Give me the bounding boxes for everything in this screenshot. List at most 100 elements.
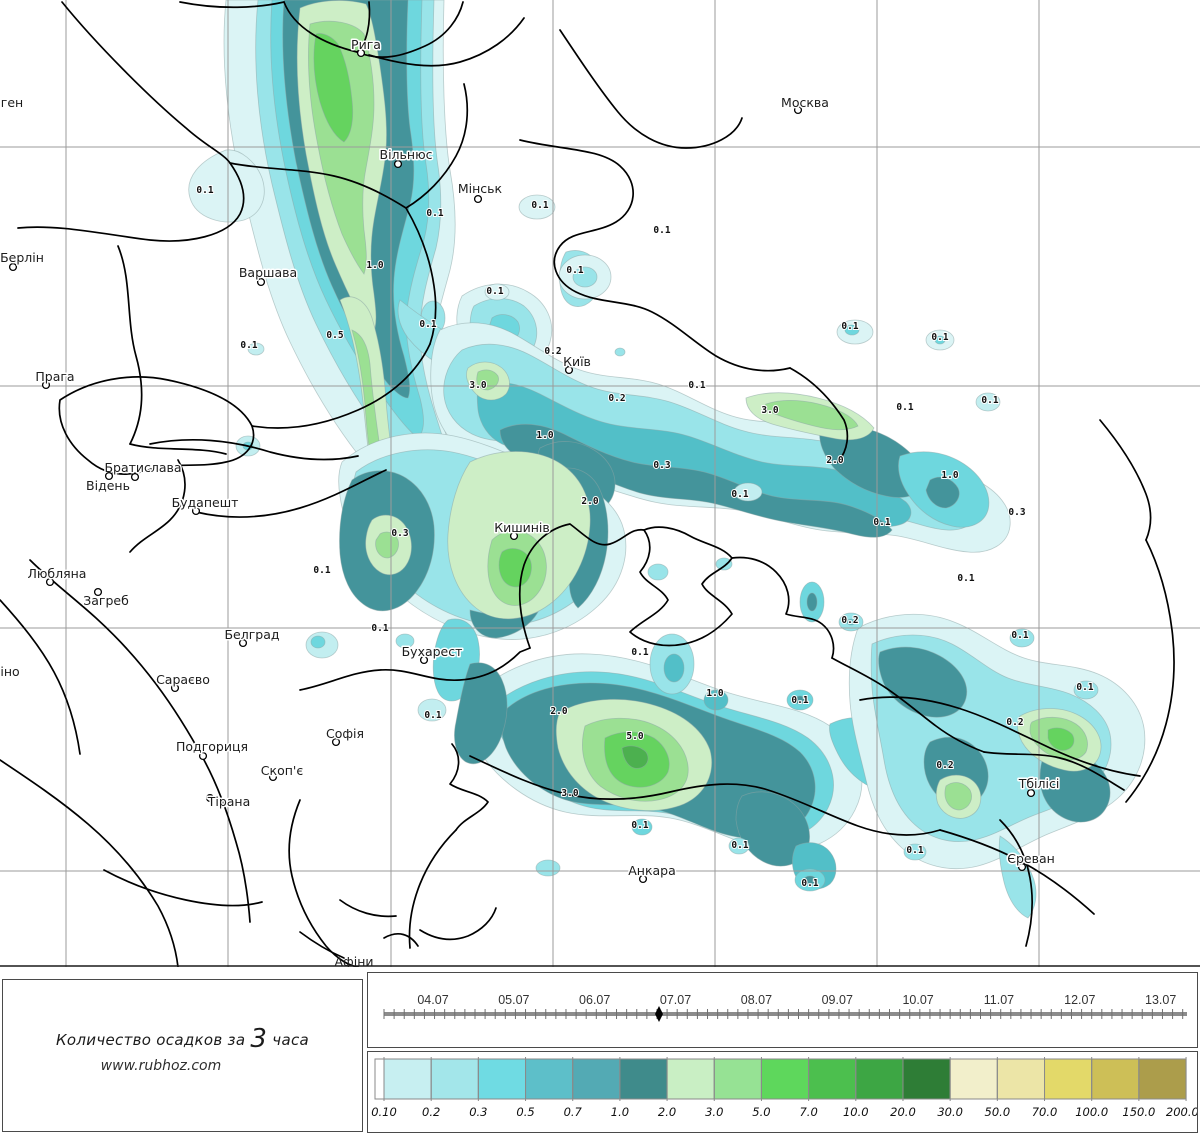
precip-region bbox=[944, 782, 972, 811]
contour-value-label: 0.1 bbox=[631, 647, 648, 658]
precip-region bbox=[764, 400, 859, 431]
border-line bbox=[179, 1, 285, 9]
border-line bbox=[288, 799, 359, 967]
contour-value-label: 1.0 bbox=[706, 688, 723, 699]
city-Берлін: Берлін bbox=[0, 249, 45, 272]
city-label: Подгориця bbox=[176, 739, 248, 754]
precip-region bbox=[621, 745, 649, 769]
city-Бухарест: Бухарест bbox=[400, 643, 464, 665]
city-marker-icon bbox=[509, 531, 519, 541]
timeline-date-label[interactable]: 11.07 bbox=[984, 993, 1014, 1007]
legend-cell bbox=[808, 1058, 857, 1100]
timeline-date-label[interactable]: 05.07 bbox=[498, 993, 529, 1007]
city-marker-icon bbox=[331, 737, 341, 747]
city-marker-icon bbox=[638, 874, 648, 884]
city-Мінськ: Мінськ bbox=[456, 180, 504, 204]
legend-value-label: 20.0 bbox=[890, 1105, 916, 1119]
timeline-marker[interactable] bbox=[655, 1006, 663, 1022]
border-line bbox=[129, 443, 227, 455]
precip-region bbox=[794, 695, 806, 705]
timeline-date-label[interactable]: 10.07 bbox=[902, 993, 933, 1007]
city-label: Москва bbox=[781, 95, 829, 110]
city-marker-icon bbox=[45, 577, 55, 587]
city-Вільнюс: Вільнюс bbox=[378, 146, 434, 169]
city-Будапешт: Будапешт bbox=[170, 494, 240, 516]
contour-value-label: 2.0 bbox=[550, 706, 567, 717]
contour-value-label: 0.1 bbox=[801, 878, 818, 889]
contour-value-label: 3.0 bbox=[469, 380, 486, 391]
legend-cell bbox=[525, 1058, 574, 1100]
border-line bbox=[419, 907, 497, 941]
timeline-date-label[interactable]: 06.07 bbox=[579, 993, 610, 1007]
contour-value-label: 0.1 bbox=[653, 225, 670, 236]
city-Прага: Прага bbox=[34, 368, 76, 390]
city-Тбілісі: Тбілісі bbox=[1016, 775, 1061, 798]
city-marker-icon bbox=[8, 262, 18, 272]
timeline-date-label[interactable]: 09.07 bbox=[822, 993, 853, 1007]
city-Кишинів: Кишинів bbox=[493, 519, 551, 541]
contour-value-label: 0.1 bbox=[731, 840, 748, 851]
legend-value-label: 70.0 bbox=[1032, 1105, 1058, 1119]
city-Подгориця: Подгориця bbox=[175, 738, 250, 761]
border-line bbox=[1125, 539, 1175, 803]
city-marker-icon bbox=[268, 772, 278, 782]
precip-region bbox=[934, 335, 946, 345]
contour-value-label: 1.0 bbox=[941, 470, 958, 481]
city-label: Сараєво bbox=[156, 672, 210, 687]
border-line bbox=[789, 367, 849, 463]
legend-cell bbox=[760, 1058, 810, 1100]
legend-value-label: 0.10 bbox=[371, 1105, 397, 1119]
city-marker-icon bbox=[356, 48, 366, 58]
timeline-date-label[interactable]: 13.07 bbox=[1145, 993, 1176, 1007]
contour-value-label: 3.0 bbox=[561, 788, 578, 799]
contour-value-label: 0.1 bbox=[424, 710, 441, 721]
timeline-panel[interactable]: 04.07 05.07 06.07 07.07 08.07 09.07 10.07 11.07… bbox=[367, 972, 1198, 1048]
timeline-track[interactable] bbox=[384, 1012, 1187, 1016]
border-line bbox=[229, 162, 407, 209]
map-title: Количество осадков за 3 часа bbox=[55, 1024, 309, 1054]
border-line bbox=[129, 459, 186, 553]
border-line bbox=[251, 343, 431, 429]
border-line bbox=[103, 869, 263, 907]
city-marker-icon bbox=[1017, 862, 1027, 872]
contour-labels: 0.1 0.1 0.1 0.1 1.0 0.1 0.1 0.5 0.1 0.2 0.1 0.1 0.1 3… bbox=[195, 184, 1094, 890]
timeline-date-label[interactable]: 12.07 bbox=[1064, 993, 1095, 1007]
timeline-date-label[interactable]: 08.07 bbox=[741, 993, 772, 1007]
contour-value-label: 0.1 bbox=[419, 319, 436, 330]
timeline-date-label[interactable]: 04.07 bbox=[417, 993, 448, 1007]
contour-value-label: 0.3 bbox=[1008, 507, 1025, 518]
city-label: Софія bbox=[326, 726, 364, 741]
city-marker-icon bbox=[256, 277, 266, 287]
precip-region bbox=[728, 837, 750, 855]
timeline-date-label[interactable]: 07.07 bbox=[660, 993, 691, 1007]
contour-value-label: 0.1 bbox=[906, 845, 923, 856]
contour-value-label: 0.1 bbox=[486, 286, 503, 297]
border-line bbox=[383, 933, 419, 947]
legend-panel: 0.10 0.2 0.3 0.5 0.7 1.0 2.0 3.0 5.0 7.0 10.0 20.0 3… bbox=[367, 1051, 1198, 1133]
precip-region bbox=[1073, 680, 1099, 700]
city-label: Тбілісі bbox=[1018, 776, 1060, 791]
city-marker-icon bbox=[473, 194, 483, 204]
precip-region bbox=[733, 482, 763, 502]
website-label: www.rubhoz.com bbox=[100, 1058, 222, 1074]
border-line bbox=[1099, 419, 1152, 541]
city-marker-icon bbox=[1026, 788, 1036, 798]
contour-value-label: 0.1 bbox=[957, 573, 974, 584]
contour-value-label: 0.1 bbox=[196, 185, 213, 196]
legend-value-label: 0.2 bbox=[422, 1105, 440, 1119]
city-marker-icon bbox=[93, 587, 103, 597]
legend-cell bbox=[996, 1058, 1046, 1100]
precip-region bbox=[735, 791, 810, 867]
contour-value-label: 1.0 bbox=[366, 260, 383, 271]
border-line bbox=[58, 376, 255, 475]
timeline[interactable]: 04.07 05.07 06.07 07.07 08.07 09.07 10.07 11.07… bbox=[383, 993, 1187, 1022]
contour-value-label: 0.2 bbox=[936, 760, 953, 771]
border-line bbox=[469, 755, 941, 836]
city-label: Відень bbox=[86, 478, 130, 493]
city-marker-icon bbox=[419, 655, 429, 665]
map-canvas: Рига Москва Вільнюс Мінськ Берлін Варшава Праг… bbox=[0, 0, 1200, 967]
timeline-canvas[interactable]: 04.07 05.07 06.07 07.07 08.07 09.07 10.07 11.07… bbox=[368, 973, 1197, 1047]
precip-region bbox=[844, 324, 860, 336]
city-Київ: Київ bbox=[562, 353, 592, 375]
precip-region bbox=[247, 342, 265, 356]
